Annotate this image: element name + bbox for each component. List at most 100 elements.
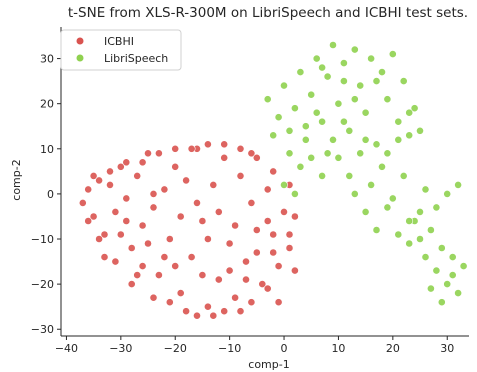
scatter-point-librispeech (307, 153, 316, 162)
scatter-point-icbhi (171, 144, 180, 153)
scatter-point-librispeech (378, 68, 386, 76)
scatter-point-librispeech (356, 81, 365, 90)
scatter-point-librispeech (394, 117, 403, 126)
legend-label-librispeech: LibriSpeech (104, 52, 168, 65)
scatter-point-librispeech (296, 162, 305, 171)
scatter-point-icbhi (198, 217, 207, 225)
scatter-point-librispeech (301, 122, 310, 131)
scatter-point-librispeech (394, 135, 403, 144)
scatter-point-icbhi (209, 180, 218, 189)
y-tick-label: −30 (31, 323, 54, 336)
scatter-point-icbhi (116, 162, 125, 171)
scatter-point-icbhi (269, 230, 278, 239)
scatter-point-icbhi (225, 266, 234, 275)
scatter-point-librispeech (405, 239, 414, 248)
scatter-point-icbhi (84, 217, 93, 225)
data-points (78, 41, 468, 320)
scatter-point-icbhi (116, 230, 125, 239)
scatter-point-librispeech (290, 104, 299, 113)
scatter-point-icbhi (78, 198, 87, 207)
scatter-point-icbhi (252, 153, 261, 162)
scatter-point-librispeech (421, 253, 430, 261)
scatter-point-librispeech (263, 95, 272, 104)
scatter-point-librispeech (280, 81, 288, 90)
scatter-point-librispeech (318, 63, 326, 72)
scatter-point-icbhi (122, 194, 131, 203)
scatter-point-librispeech (339, 59, 348, 67)
scatter-point-icbhi (176, 212, 185, 221)
legend-box (60, 29, 182, 71)
scatter-point-librispeech (361, 108, 370, 117)
scatter-point-icbhi (187, 253, 196, 261)
y-tick-label: 20 (40, 98, 54, 111)
y-tick-label: 10 (40, 143, 54, 156)
x-tick-label: −10 (218, 342, 241, 355)
scatter-point-icbhi (165, 298, 174, 307)
scatter-point-icbhi (187, 144, 196, 153)
scatter-point-icbhi (285, 230, 294, 239)
scatter-point-librispeech (345, 126, 354, 135)
scatter-point-librispeech (329, 135, 337, 144)
scatter-point-icbhi (214, 207, 223, 216)
scatter-point-librispeech (432, 266, 441, 275)
scatter-point-librispeech (372, 77, 381, 85)
scatter-point-icbhi (263, 185, 272, 194)
x-tick-label: 20 (386, 342, 400, 355)
scatter-point-librispeech (372, 140, 381, 149)
legend: ICBHI LibriSpeech (60, 29, 182, 71)
scatter-point-icbhi (106, 180, 114, 189)
scatter-point-librispeech (399, 171, 408, 180)
scatter-point-librispeech (329, 41, 337, 49)
scatter-point-icbhi (263, 284, 272, 293)
scatter-point-icbhi (160, 253, 169, 261)
scatter-point-librispeech (296, 68, 305, 76)
scatter-point-librispeech (350, 95, 359, 104)
scatter-point-icbhi (122, 217, 131, 225)
scatter-point-icbhi (269, 167, 278, 176)
scatter-point-librispeech (454, 180, 462, 189)
scatter-point-icbhi (182, 307, 190, 316)
x-tick-label: 0 (281, 342, 288, 355)
scatter-point-icbhi (242, 275, 250, 284)
scatter-point-icbhi (144, 239, 152, 248)
scatter-point-librispeech (437, 298, 446, 307)
scatter-point-librispeech (378, 162, 386, 171)
scatter-point-librispeech (334, 99, 343, 108)
scatter-point-librispeech (323, 72, 332, 81)
scatter-point-icbhi (198, 271, 207, 279)
scatter-point-librispeech (339, 117, 348, 126)
scatter-point-librispeech (383, 95, 392, 104)
scatter-point-librispeech (399, 77, 408, 85)
scatter-point-librispeech (361, 207, 370, 216)
chart-title: t-SNE from XLS-R-300M on LibriSpeech and… (68, 5, 468, 21)
scatter-point-librispeech (405, 217, 414, 225)
scatter-point-librispeech (312, 54, 321, 63)
scatter-point-icbhi (231, 293, 239, 302)
scatter-point-icbhi (280, 207, 288, 216)
scatter-point-icbhi (138, 158, 147, 167)
scatter-point-icbhi (274, 262, 283, 270)
scatter-point-icbhi (138, 221, 147, 230)
scatter-point-icbhi (160, 185, 169, 194)
scatter-point-librispeech (416, 207, 424, 216)
scatter-point-librispeech (410, 104, 419, 113)
scatter-point-librispeech (350, 189, 359, 198)
scatter-point-librispeech (285, 149, 294, 158)
scatter-point-librispeech (372, 226, 381, 234)
scatter-point-icbhi (220, 140, 229, 149)
scatter-point-icbhi (171, 262, 180, 270)
scatter-point-librispeech (323, 149, 332, 158)
scatter-point-icbhi (122, 158, 131, 167)
scatter-point-librispeech (356, 149, 365, 158)
y-axis-label: comp-2 (10, 159, 23, 200)
scatter-point-icbhi (236, 307, 245, 316)
scatter-point-icbhi (258, 280, 267, 288)
scatter-point-librispeech (426, 284, 435, 293)
scatter-point-icbhi (193, 311, 201, 320)
scatter-point-icbhi (214, 275, 223, 284)
scatter-point-icbhi (290, 212, 299, 221)
scatter-point-librispeech (448, 253, 457, 261)
scatter-point-icbhi (149, 189, 158, 198)
x-axis-ticks: −40 −30 −20 −10 0 10 20 30 (55, 336, 454, 355)
scatter-point-icbhi (263, 217, 272, 225)
